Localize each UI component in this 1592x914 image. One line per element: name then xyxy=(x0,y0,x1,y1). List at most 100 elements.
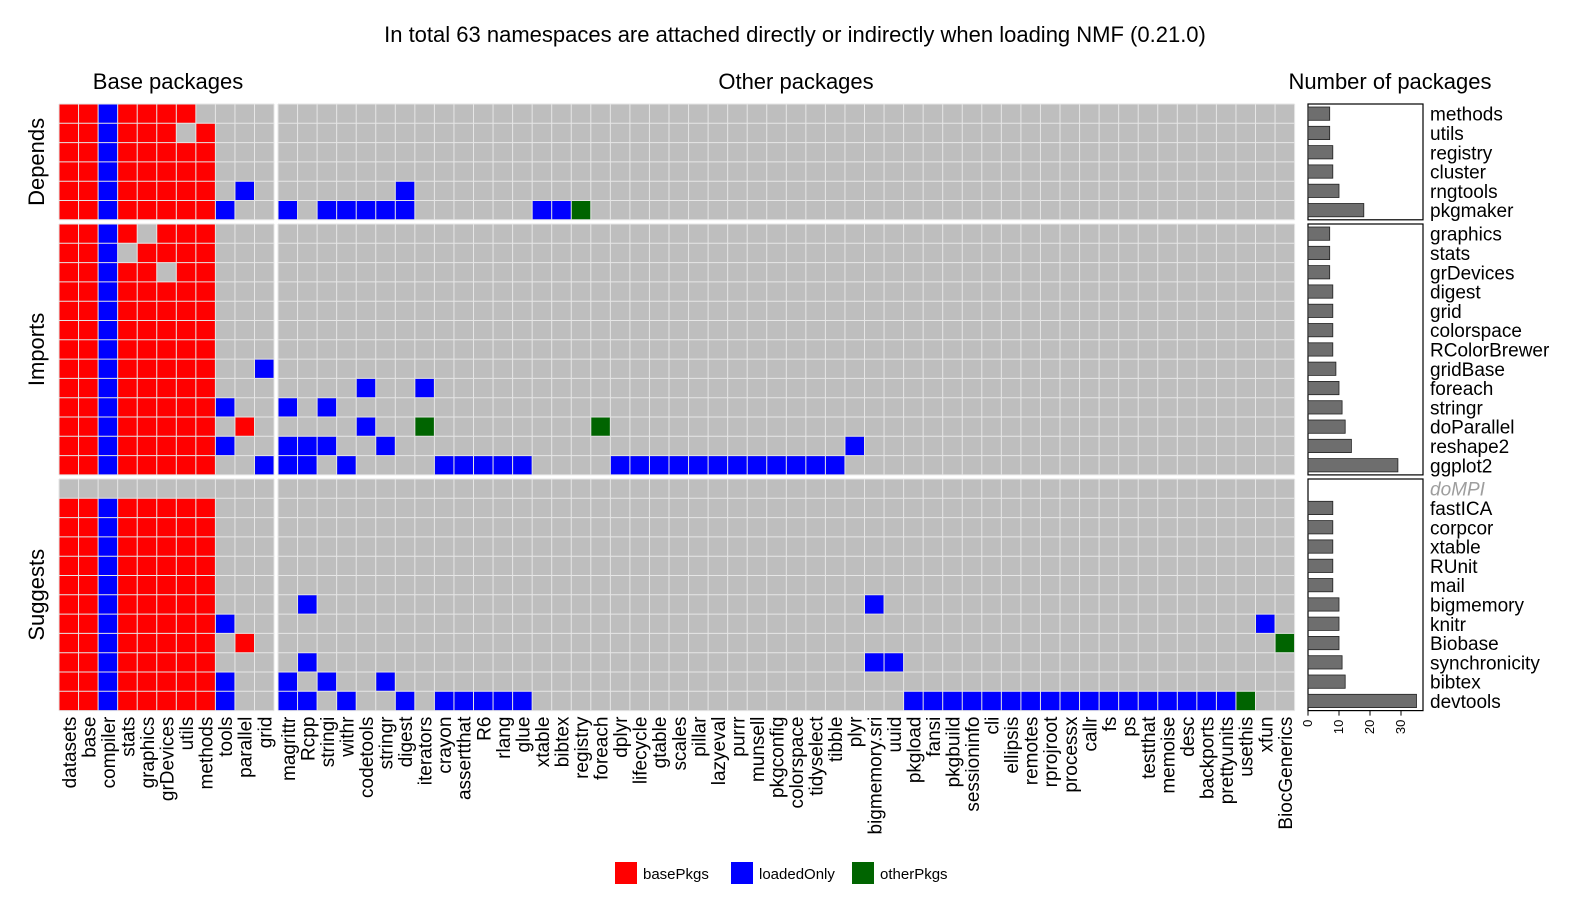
col-label-assertthat: assertthat xyxy=(455,716,476,800)
cell-fastica-methods xyxy=(195,498,216,518)
cell-bigmemory-compiler xyxy=(98,594,118,615)
bar-pkgmaker xyxy=(1307,203,1365,218)
cell-cluster-datasets xyxy=(59,161,79,182)
col-label-callr: callr xyxy=(1080,716,1101,752)
cell-devtools-memoise xyxy=(1157,691,1178,711)
bar-gridbase xyxy=(1307,361,1337,376)
cell-ggplot2-withr xyxy=(336,455,357,475)
cell-devtools-prettyunits xyxy=(1216,691,1236,711)
cell-digest-base xyxy=(78,281,99,302)
row-group-label-imports: Imports xyxy=(24,313,49,386)
col-label-bibtex: bibtex xyxy=(552,716,573,767)
cell-utils-base xyxy=(78,123,99,143)
cell-devtools-stats xyxy=(117,691,138,711)
cell-ggplot2-compiler xyxy=(98,455,118,475)
cell-ggplot2-rcpp xyxy=(297,455,318,475)
cell-knitr-utils xyxy=(176,614,196,634)
cell-biobase-parallel xyxy=(234,633,255,653)
cell-registry-utils xyxy=(176,142,196,162)
cell-ggplot2-base xyxy=(78,455,99,475)
cell-gridbase-datasets xyxy=(59,359,79,379)
cell-digest-graphics xyxy=(137,281,157,302)
cell-grid-grdevices xyxy=(156,301,177,321)
cell-foreach-iterators xyxy=(414,378,435,398)
cell-bigmemory-datasets xyxy=(59,594,79,615)
cell-devtools-backports xyxy=(1196,691,1217,711)
cell-xtable-graphics xyxy=(137,536,157,557)
cell-bigmemory-rcpp xyxy=(297,594,318,615)
col-label-foreach: foreach xyxy=(592,717,613,780)
cell-devtools-methods xyxy=(195,691,216,711)
bar-reshape2 xyxy=(1307,438,1352,453)
cell-gridbase-compiler xyxy=(98,359,118,379)
col-label-withr: withr xyxy=(337,716,358,758)
row-label-grid: grid xyxy=(1430,302,1462,323)
cell-colorspace-methods xyxy=(195,320,216,340)
cell-knitr-datasets xyxy=(59,614,79,634)
base-packages-header: Base packages xyxy=(93,69,243,94)
cell-corpcor-grdevices xyxy=(156,517,177,537)
cell-cluster-methods xyxy=(195,161,216,182)
cell-synchronicity-base xyxy=(78,652,99,672)
cell-digest-stats xyxy=(117,281,138,302)
cell-stats-methods xyxy=(195,243,216,263)
cell-ggplot2-lifecycle xyxy=(629,455,650,475)
row-label-colorspace: colorspace xyxy=(1430,321,1522,342)
cell-bibtex-datasets xyxy=(59,672,79,692)
cell-pkgmaker-stringi xyxy=(317,200,337,220)
cell-fastica-graphics xyxy=(137,498,157,518)
cell-corpcor-utils xyxy=(176,517,196,537)
cell-fastica-base xyxy=(78,498,99,518)
cell-synchronicity-datasets xyxy=(59,652,79,672)
cell-biobase-biocgenerics xyxy=(1275,633,1295,653)
cell-graphics-base xyxy=(78,224,99,244)
col-label-ellipsis: ellipsis xyxy=(1002,717,1023,774)
bar-doparallel xyxy=(1307,419,1346,434)
cell-devtools-utils xyxy=(176,691,196,711)
cell-ggplot2-crayon xyxy=(434,455,454,475)
col-label-bigmemory-sri: bigmemory.sri xyxy=(865,717,886,835)
cell-ggplot2-datasets xyxy=(59,455,79,475)
col-label-stats: stats xyxy=(118,717,139,757)
cell-stats-base xyxy=(78,243,99,263)
cell-grid-methods xyxy=(195,301,216,321)
col-label-utils: utils xyxy=(177,717,198,751)
cell-cluster-base xyxy=(78,161,99,182)
cell-pkgmaker-digest xyxy=(395,200,415,220)
cell-devtools-base xyxy=(78,691,99,711)
cell-grid-graphics xyxy=(137,301,157,321)
cell-reshape2-grdevices xyxy=(156,436,177,456)
cell-pkgmaker-xtable xyxy=(532,200,552,220)
cell-bigmemory-base xyxy=(78,594,99,615)
cell-fastica-utils xyxy=(176,498,196,518)
cell-devtools-fs xyxy=(1099,691,1119,711)
cell-runit-utils xyxy=(176,556,196,576)
row-label-runit: RUnit xyxy=(1430,557,1478,578)
bar-corpcor xyxy=(1307,520,1334,535)
bar-cluster xyxy=(1307,164,1334,179)
cell-doparallel-stats xyxy=(117,417,138,437)
col-label-dplyr: dplyr xyxy=(611,716,632,758)
cell-methods-stats xyxy=(117,104,138,124)
cell-doparallel-methods xyxy=(195,417,216,437)
cell-registry-compiler xyxy=(98,142,118,162)
cell-devtools-desc xyxy=(1177,691,1197,711)
cell-methods-graphics xyxy=(137,104,157,124)
col-label-ps: ps xyxy=(1119,717,1140,737)
row-label-biobase: Biobase xyxy=(1430,634,1499,655)
cell-devtools-rprojroot xyxy=(1040,691,1060,711)
cell-stats-compiler xyxy=(98,243,118,263)
col-label-rprojroot: rprojroot xyxy=(1041,716,1062,787)
cell-knitr-tools xyxy=(215,614,235,634)
cell-ggplot2-tibble xyxy=(825,455,845,475)
cell-rngtools-stats xyxy=(117,181,138,201)
cell-gridbase-grid xyxy=(254,359,275,379)
cell-grid-utils xyxy=(176,301,196,321)
row-label-stats: stats xyxy=(1430,244,1470,265)
col-label-colorspace: colorspace xyxy=(787,717,808,809)
bar-devtools xyxy=(1307,693,1417,708)
cell-grdevices-stats xyxy=(117,262,138,282)
cell-foreach-utils xyxy=(176,378,196,398)
cell-stats-grdevices xyxy=(156,243,177,263)
